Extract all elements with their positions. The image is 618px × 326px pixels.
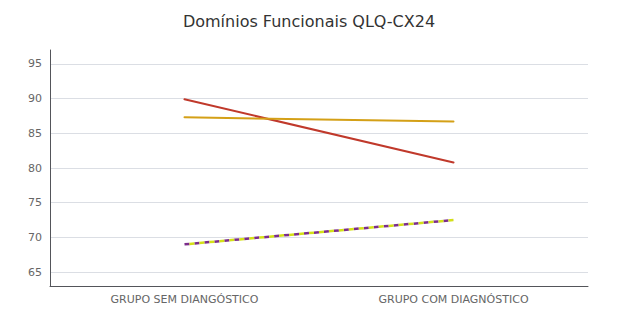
svg-text:90: 90 — [28, 92, 42, 105]
svg-text:80: 80 — [28, 162, 42, 175]
svg-text:Domínios Funcionais QLQ-CX24: Domínios Funcionais QLQ-CX24 — [183, 12, 435, 31]
svg-text:GRUPO COM DIAGNÓSTICO: GRUPO COM DIAGNÓSTICO — [378, 293, 528, 306]
svg-text:75: 75 — [28, 196, 42, 209]
svg-text:95: 95 — [28, 57, 42, 70]
svg-text:70: 70 — [28, 231, 42, 244]
svg-text:GRUPO SEM DIANGÓSTICO: GRUPO SEM DIANGÓSTICO — [111, 293, 259, 306]
svg-text:65: 65 — [28, 266, 42, 279]
svg-text:85: 85 — [28, 127, 42, 140]
